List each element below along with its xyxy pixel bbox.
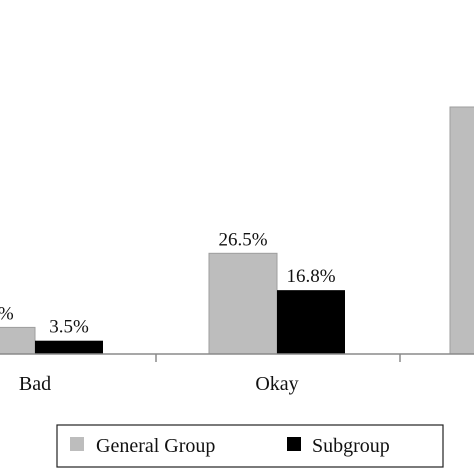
legend-swatch-general-group — [70, 437, 84, 451]
data-labels-layer: 0%26.5%653.5%16.8% — [0, 229, 336, 338]
bars-layer — [0, 106, 474, 355]
bar-subgroup-0 — [35, 340, 103, 354]
legend: General Group Subgroup — [56, 424, 444, 468]
x-tick-label-okay: Okay — [255, 373, 298, 395]
legend-swatch-subgroup — [287, 437, 301, 451]
bar-general-group-1 — [208, 252, 278, 355]
data-label-subgroup-1: 16.8% — [286, 266, 335, 287]
legend-label-subgroup: Subgroup — [312, 435, 390, 457]
bar-subgroup-1 — [277, 290, 345, 354]
x-tick-label-bad: Bad — [19, 373, 51, 395]
bar-general-group-2 — [449, 106, 474, 355]
legend-label-general-group: General Group — [96, 435, 215, 457]
bar-general-group-0 — [0, 326, 36, 355]
data-label-general-group-0: 0% — [0, 303, 14, 324]
x-axis: Bad Okay — [0, 353, 474, 395]
data-label-subgroup-0: 3.5% — [49, 317, 89, 338]
data-label-general-group-1: 26.5% — [218, 229, 267, 250]
legend-frame — [56, 424, 444, 468]
